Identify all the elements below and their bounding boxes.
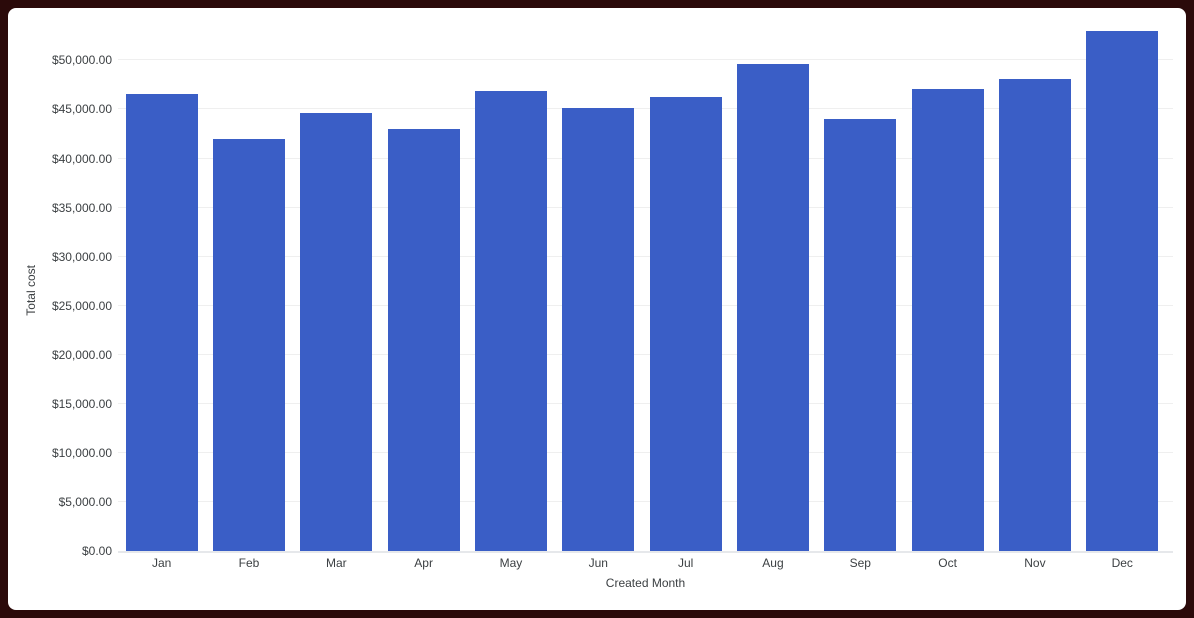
- bar-mar[interactable]: [300, 113, 373, 551]
- bar-dec[interactable]: [1086, 30, 1159, 551]
- bar-slot-jun: [555, 30, 642, 551]
- bar-slot-apr: [380, 30, 467, 551]
- bar-jun[interactable]: [562, 107, 635, 551]
- gridline: [118, 304, 1173, 306]
- x-tick-label-oct: Oct: [938, 556, 957, 570]
- chart-card: Total cost $0.00 $5,000.00 $10,000.00 $15,0…: [8, 8, 1186, 610]
- bar-nov[interactable]: [998, 79, 1071, 551]
- bar-slot-jul: [642, 30, 729, 551]
- x-tick-label-sep: Sep: [849, 556, 871, 570]
- bar-slot-jan: [118, 30, 205, 551]
- y-tick-label: $0.00: [81, 544, 112, 558]
- bar-slot-feb: [205, 30, 292, 551]
- gridline: [118, 451, 1173, 453]
- bar-apr[interactable]: [387, 129, 460, 551]
- y-tick-label: $50,000.00: [51, 53, 112, 68]
- x-tick-label-may: May: [499, 556, 523, 570]
- gridline: [118, 157, 1173, 159]
- bar-jul[interactable]: [649, 96, 722, 551]
- gridline: [118, 500, 1173, 502]
- y-tick-label: $10,000.00: [51, 445, 112, 460]
- x-axis: Jan Feb Mar Apr May Jun Jul Aug Sep Oct Nov Dec: [118, 556, 1166, 570]
- x-tick-label-nov: Nov: [1024, 556, 1046, 570]
- bar-feb[interactable]: [212, 138, 285, 551]
- bar-slot-aug: [729, 30, 816, 551]
- bar-slot-oct: [904, 30, 991, 551]
- x-tick-label-mar: Mar: [325, 556, 347, 570]
- x-tick-label-dec: Dec: [1111, 556, 1133, 570]
- gridline: [118, 402, 1173, 404]
- bar-aug[interactable]: [736, 64, 809, 551]
- x-tick-label-jan: Jan: [151, 556, 172, 570]
- gridline: [118, 353, 1173, 355]
- gridline: [118, 255, 1173, 257]
- bar-slot-mar: [293, 30, 380, 551]
- x-tick-label-feb: Feb: [238, 556, 260, 570]
- bar-slot-nov: [991, 30, 1078, 551]
- gridline: [118, 59, 1173, 61]
- bar-slot-sep: [817, 30, 904, 551]
- y-tick-label: $40,000.00: [51, 151, 112, 166]
- x-tick-label-apr: Apr: [414, 556, 433, 570]
- bar-jan[interactable]: [125, 93, 198, 551]
- bar-series: [118, 30, 1166, 551]
- y-tick-label: $35,000.00: [51, 200, 112, 215]
- plot-area: [118, 30, 1173, 553]
- bar-slot-may: [467, 30, 554, 551]
- y-tick-label: $30,000.00: [51, 249, 112, 264]
- bar-may[interactable]: [474, 90, 547, 551]
- bar-sep[interactable]: [824, 119, 897, 551]
- y-tick-label: $45,000.00: [51, 102, 112, 117]
- y-tick-label: $20,000.00: [51, 347, 112, 362]
- y-tick-label: $5,000.00: [58, 494, 112, 509]
- y-axis: $0.00 $5,000.00 $10,000.00 $15,000.00 $20,00…: [8, 30, 112, 558]
- y-tick-label: $15,000.00: [51, 396, 112, 411]
- y-tick-label: $25,000.00: [51, 298, 112, 313]
- x-tick-label-jun: Jun: [588, 556, 608, 570]
- bar-oct[interactable]: [911, 88, 984, 551]
- x-tick-label-aug: Aug: [762, 556, 784, 570]
- bar-slot-dec: [1079, 30, 1166, 551]
- gridline: [118, 108, 1173, 110]
- x-axis-title: Created Month: [605, 576, 686, 590]
- x-tick-label-jul: Jul: [677, 556, 694, 570]
- gridline: [118, 206, 1173, 208]
